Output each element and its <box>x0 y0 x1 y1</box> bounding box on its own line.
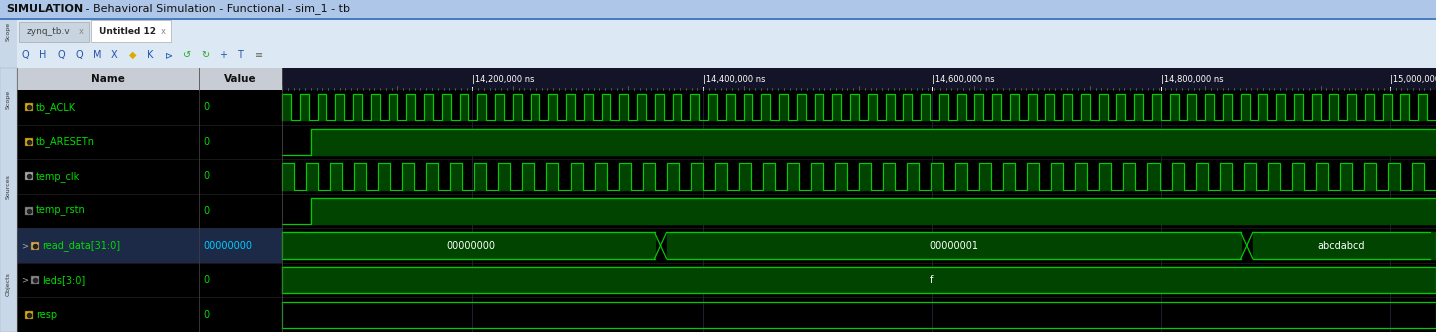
Text: 0: 0 <box>202 206 210 216</box>
Text: |14,200,000 ns: |14,200,000 ns <box>472 74 534 84</box>
Bar <box>0 68 17 332</box>
Bar <box>19 22 89 42</box>
Text: ↻: ↻ <box>201 50 210 60</box>
Bar <box>90 20 171 42</box>
Bar <box>24 138 33 146</box>
Text: 00000000: 00000000 <box>202 241 251 251</box>
Text: Untitled 12: Untitled 12 <box>99 28 157 37</box>
Text: x: x <box>79 28 83 37</box>
Bar <box>17 194 281 228</box>
Bar <box>17 228 281 263</box>
Text: 00000000: 00000000 <box>447 241 495 251</box>
Bar <box>32 276 39 284</box>
Text: Q: Q <box>22 50 29 60</box>
Text: 0: 0 <box>202 102 210 112</box>
Text: ⊳: ⊳ <box>165 50 174 60</box>
Bar <box>24 311 33 319</box>
Bar <box>17 159 281 194</box>
Text: 0: 0 <box>202 275 210 285</box>
Bar <box>24 207 33 215</box>
Bar <box>281 68 1436 90</box>
Text: T: T <box>237 50 243 60</box>
Text: ≡: ≡ <box>256 50 263 60</box>
Text: leds[3:0]: leds[3:0] <box>42 275 85 285</box>
Text: ◆: ◆ <box>129 50 136 60</box>
Text: f: f <box>931 275 933 285</box>
Bar <box>17 68 281 332</box>
Bar <box>0 18 1436 20</box>
Text: K: K <box>146 50 154 60</box>
Text: |14,800,000 ns: |14,800,000 ns <box>1162 74 1223 84</box>
Text: X: X <box>111 50 118 60</box>
Text: +: + <box>220 50 227 60</box>
Bar <box>17 90 281 124</box>
Text: Name: Name <box>90 74 125 84</box>
Text: read_data[31:0]: read_data[31:0] <box>42 240 121 251</box>
Text: x: x <box>161 28 165 37</box>
Text: Scope: Scope <box>6 90 11 109</box>
Bar <box>17 297 281 332</box>
Bar <box>0 42 17 68</box>
Text: 0: 0 <box>202 310 210 320</box>
Text: |15,000,000 ns: |15,000,000 ns <box>1390 74 1436 84</box>
Text: Scope: Scope <box>6 22 11 41</box>
Text: >: > <box>22 276 27 285</box>
Text: Q: Q <box>75 50 83 60</box>
Text: 0: 0 <box>202 137 210 147</box>
Text: zynq_tb.v: zynq_tb.v <box>27 28 70 37</box>
Text: ↺: ↺ <box>182 50 191 60</box>
Text: H: H <box>39 50 46 60</box>
Text: tb_ACLK: tb_ACLK <box>36 102 76 113</box>
Text: - Behavioral Simulation - Functional - sim_1 - tb: - Behavioral Simulation - Functional - s… <box>82 4 350 15</box>
Text: >: > <box>22 241 27 250</box>
Text: |14,400,000 ns: |14,400,000 ns <box>704 74 765 84</box>
Bar <box>17 263 281 297</box>
Text: Value: Value <box>224 74 257 84</box>
Text: 0: 0 <box>202 171 210 181</box>
Bar <box>281 68 1436 332</box>
Text: temp_clk: temp_clk <box>36 171 80 182</box>
Text: abcdabcd: abcdabcd <box>1318 241 1366 251</box>
Text: Sources: Sources <box>6 174 11 199</box>
Text: Objects: Objects <box>6 273 11 296</box>
Bar <box>17 68 281 90</box>
Bar <box>0 0 1436 18</box>
Text: tb_ARESETn: tb_ARESETn <box>36 136 95 147</box>
Text: |14,600,000 ns: |14,600,000 ns <box>932 74 994 84</box>
Bar <box>24 172 33 180</box>
Text: resp: resp <box>36 310 57 320</box>
Text: SIMULATION: SIMULATION <box>6 4 83 14</box>
Text: M: M <box>93 50 102 60</box>
Bar <box>0 20 1436 42</box>
Text: 00000001: 00000001 <box>929 241 978 251</box>
Bar <box>17 124 281 159</box>
Text: temp_rstn: temp_rstn <box>36 206 86 216</box>
Bar <box>32 242 39 250</box>
Text: Q: Q <box>57 50 65 60</box>
Bar <box>0 42 1436 68</box>
Bar <box>24 103 33 111</box>
Bar <box>0 20 17 42</box>
